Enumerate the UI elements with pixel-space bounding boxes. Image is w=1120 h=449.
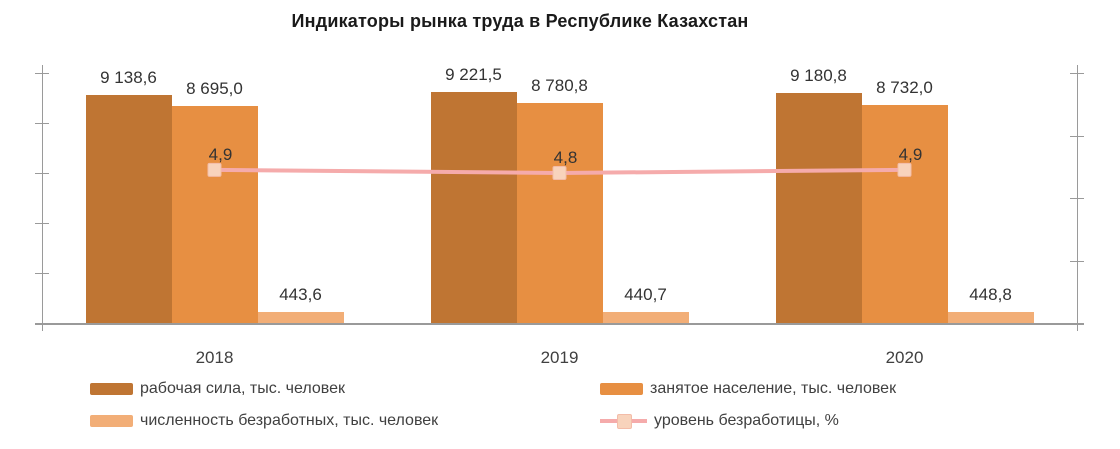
category-label-2020: 2020 (885, 348, 924, 367)
bar-employed-population-2020 (861, 104, 948, 323)
legend-line-swatch-unemployment-rate (600, 414, 647, 429)
value-label-unemployment-rate-2020: 4,9 (898, 144, 923, 164)
legend-label-unemployment-rate: уровень безработицы, % (654, 412, 839, 429)
bar-labor-force-2018 (85, 94, 172, 323)
unemployment-rate-marker-2019 (552, 166, 567, 180)
value-label-employed-population-2020: 8 732,0 (876, 77, 933, 97)
bar-employed-population-2019 (516, 103, 603, 323)
legend-label-labor-force: рабочая сила, тыс. человек (140, 380, 345, 397)
legend-item-labor-force: рабочая сила, тыс. человек (90, 380, 345, 398)
y-axis-left-tick (35, 323, 49, 324)
bar-unemployed-count-2019 (602, 311, 689, 323)
legend-swatch-unemployed-count (90, 415, 133, 427)
legend-swatch-labor-force (90, 383, 133, 395)
value-label-unemployed-count-2018: 443,6 (279, 284, 322, 304)
value-label-unemployed-count-2019: 440,7 (624, 284, 667, 304)
y-axis-left-tick (35, 73, 49, 74)
bar-labor-force-2019 (430, 92, 517, 323)
value-label-employed-population-2018: 8 695,0 (186, 78, 243, 98)
y-axis-right-tick (1070, 323, 1084, 324)
value-label-unemployment-rate-2018: 4,9 (208, 144, 233, 164)
value-label-employed-population-2019: 8 780,8 (531, 76, 588, 96)
unemployment-rate-marker-2018 (207, 162, 222, 177)
bar-unemployed-count-2020 (947, 311, 1034, 323)
legend-label-unemployed-count: численность безработных, тыс. человек (140, 412, 439, 429)
y-axis-left-tick (35, 123, 49, 124)
y-axis-right-tick (1070, 198, 1084, 199)
y-axis-left-tick (35, 173, 49, 174)
legend-item-unemployed-count: численность безработных, тыс. человек (90, 412, 438, 430)
y-axis-right-tick (1070, 135, 1084, 137)
y-axis-left-tick (35, 273, 49, 274)
legend-swatch-employed-population (600, 383, 643, 395)
unemployment-rate-marker-2020 (897, 162, 912, 177)
value-label-labor-force-2019: 9 221,5 (445, 65, 502, 85)
legend-item-unemployment-rate: уровень безработицы, % (600, 412, 839, 430)
x-axis (35, 323, 1084, 325)
y-axis-left-tick (35, 223, 49, 224)
bar-unemployed-count-2018 (257, 311, 344, 323)
bar-employed-population-2018 (171, 105, 258, 323)
value-label-unemployment-rate-2019: 4,8 (553, 148, 578, 167)
legend-label-employed-population: занятое население, тыс. человек (650, 380, 897, 397)
bar-labor-force-2020 (775, 93, 862, 323)
category-label-2018: 2018 (195, 348, 234, 367)
y-axis-right-tick (1070, 73, 1084, 74)
legend-line-marker (617, 414, 632, 429)
value-label-labor-force-2020: 9 180,8 (790, 66, 847, 86)
value-label-labor-force-2018: 9 138,6 (100, 67, 157, 87)
y-axis-right-tick (1070, 260, 1084, 262)
legend-item-employed-population: занятое население, тыс. человек (600, 380, 896, 398)
chart-title: Индикаторы рынка труда в Республике Каза… (291, 11, 749, 31)
category-label-2019: 2019 (540, 348, 579, 367)
value-label-unemployed-count-2020: 448,8 (969, 284, 1012, 304)
y-axis-left (42, 65, 43, 331)
